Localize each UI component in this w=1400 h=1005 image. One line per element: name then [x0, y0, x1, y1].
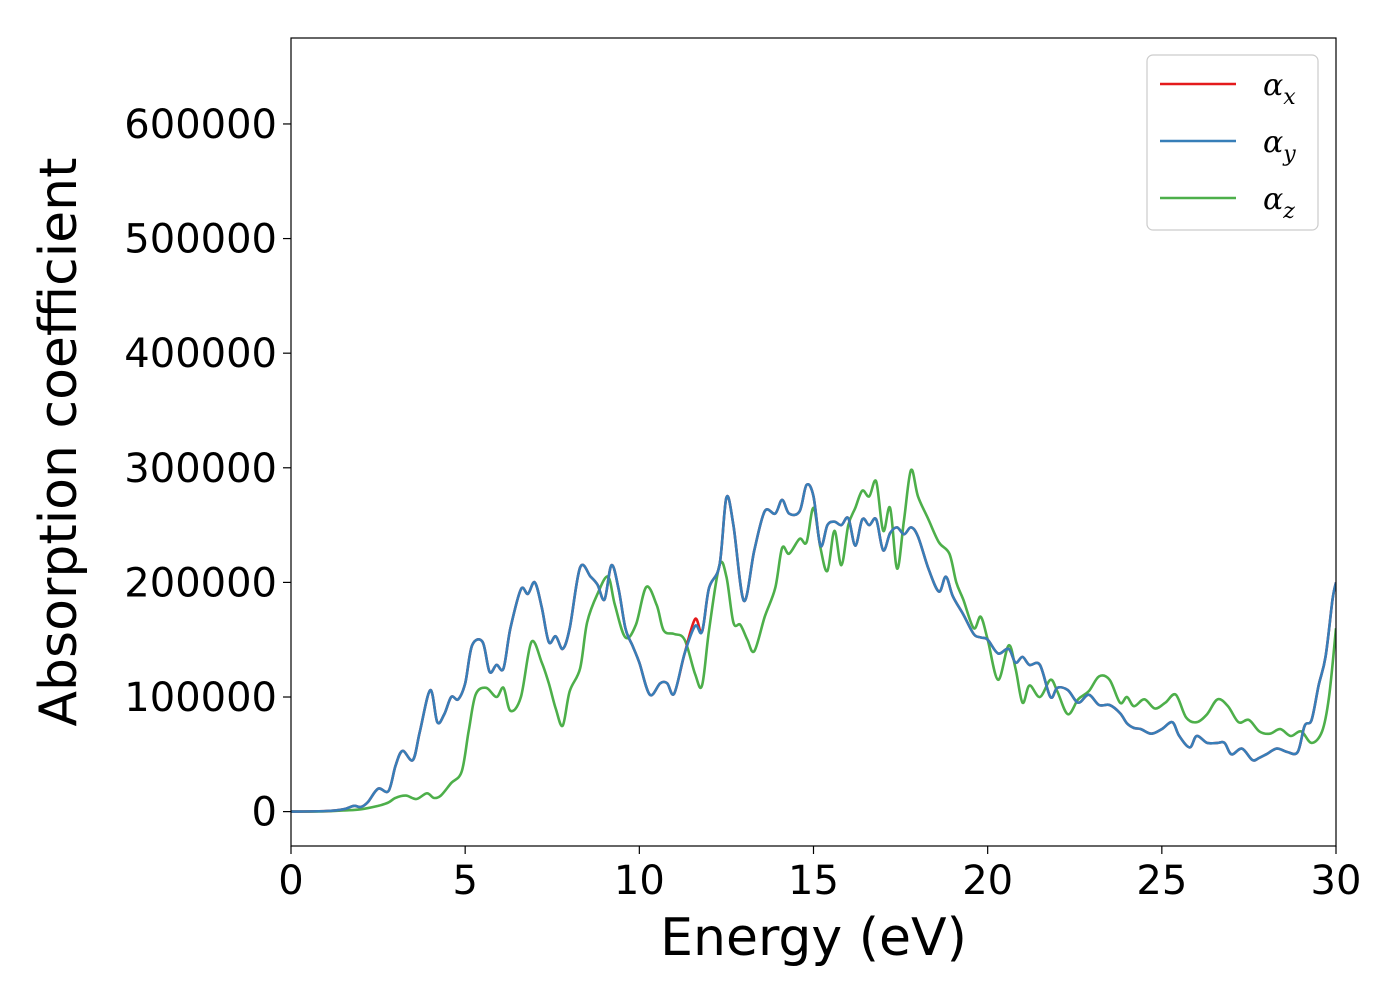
y-tick-label: 400000 [124, 331, 277, 377]
x-tick-label: 10 [614, 858, 665, 904]
y-tick-label: 200000 [124, 560, 277, 606]
series-line-x [291, 483, 1336, 813]
x-tick-label: 30 [1311, 858, 1362, 904]
y-ticks: 0 100000 200000 300000 400000 500000 600000 [124, 102, 291, 836]
legend: αx αy αz [1146, 54, 1319, 231]
x-tick-label: 0 [278, 858, 303, 904]
y-axis-title: Absorption coefficient [29, 157, 89, 726]
series-layer [291, 468, 1336, 813]
y-tick-label: 600000 [124, 102, 277, 148]
legend-label-z: αz [1263, 182, 1295, 224]
x-ticks: 0 5 10 15 20 25 30 [278, 846, 1361, 904]
x-tick-label: 20 [962, 858, 1013, 904]
x-tick-label: 5 [452, 858, 477, 904]
legend-box [1146, 54, 1319, 231]
y-tick-label: 500000 [124, 217, 277, 263]
legend-label-y: αy [1263, 125, 1296, 167]
x-tick-label: 25 [1136, 858, 1187, 904]
y-tick-label: 300000 [124, 446, 277, 492]
series-line-y [291, 483, 1336, 813]
y-tick-label: 0 [252, 790, 277, 836]
legend-label-x: αx [1263, 68, 1296, 110]
y-tick-label: 100000 [124, 675, 277, 721]
series-line-z [291, 468, 1336, 813]
x-axis-title: Energy (eV) [660, 908, 967, 968]
x-tick-label: 15 [788, 858, 839, 904]
